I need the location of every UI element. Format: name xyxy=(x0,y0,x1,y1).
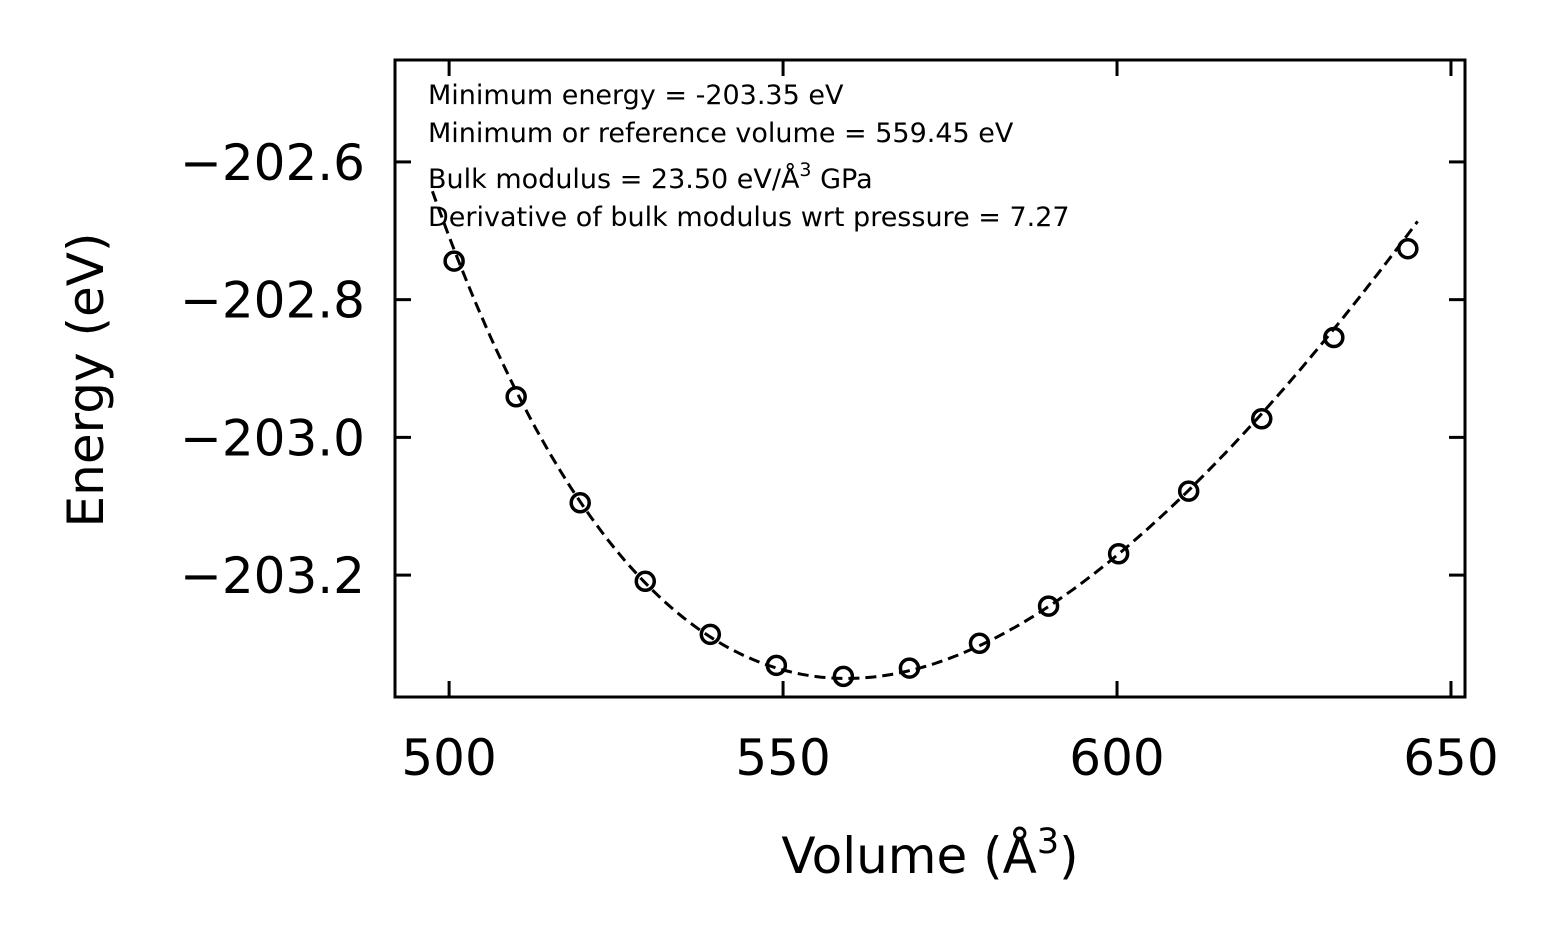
annotation-min-energy: Minimum energy = -203.35 eV xyxy=(428,80,844,111)
data-point xyxy=(1107,543,1130,565)
x-axis-label-text: Volume (Å xyxy=(781,827,1037,885)
data-point xyxy=(1251,408,1273,430)
data-point xyxy=(443,250,465,272)
y-tick-label: −203.2 xyxy=(180,547,365,605)
x-axis-label-end: ) xyxy=(1059,827,1079,885)
annotation-bulk-derivative: Derivative of bulk modulus wrt pressure … xyxy=(428,202,1070,233)
data-point xyxy=(832,665,855,688)
y-tick-label: −203.0 xyxy=(180,409,365,467)
fit-curve xyxy=(430,190,1419,680)
data-point xyxy=(898,657,921,679)
annotation-ref-volume: Minimum or reference volume = 559.45 eV xyxy=(428,118,1014,149)
x-axis-label-sup: 3 xyxy=(1037,822,1059,862)
data-point xyxy=(1323,326,1345,349)
data-point xyxy=(968,632,991,655)
data-point xyxy=(1177,480,1200,502)
annotation-bulk-modulus: Bulk modulus = 23.50 eV/Å3 GPa xyxy=(428,159,873,195)
x-tick-label: 500 xyxy=(401,729,496,787)
x-tick-label: 550 xyxy=(735,729,830,787)
y-tick-label: −202.6 xyxy=(180,134,365,192)
data-point xyxy=(1037,595,1060,617)
plot-frame xyxy=(393,58,1467,699)
data-point xyxy=(699,623,722,646)
annotation-bulk-modulus-text: Bulk modulus = 23.50 eV/Å xyxy=(428,163,800,195)
data-point xyxy=(569,492,591,514)
data-point xyxy=(765,654,788,677)
x-tick-label: 600 xyxy=(1069,729,1164,787)
annotation-bulk-modulus-end: GPa xyxy=(812,164,873,195)
x-axis-label: Volume (Å3) xyxy=(781,822,1078,885)
data-point xyxy=(1397,237,1419,260)
data-point xyxy=(634,570,657,593)
y-axis-label: Energy (eV) xyxy=(57,233,115,528)
annotation-bulk-modulus-sup: 3 xyxy=(799,159,811,181)
x-tick-label: 650 xyxy=(1403,729,1498,787)
y-tick-label: −202.8 xyxy=(180,272,365,330)
data-point xyxy=(505,385,527,408)
